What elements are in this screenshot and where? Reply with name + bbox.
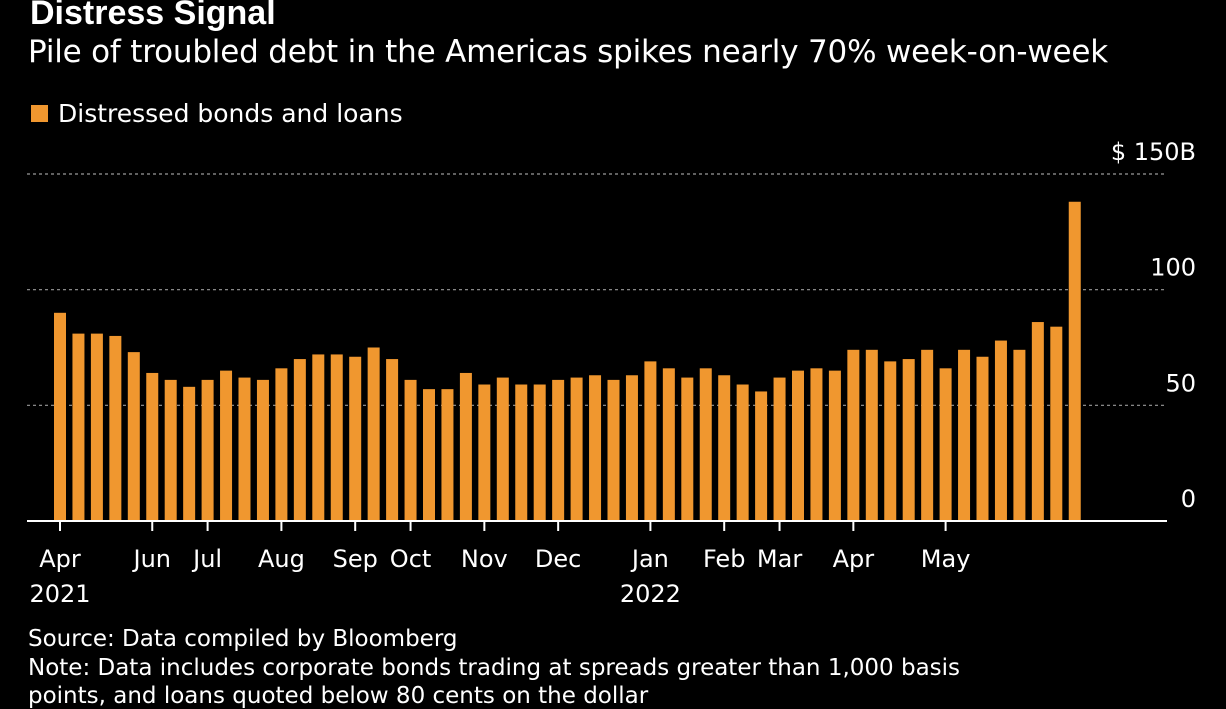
bar xyxy=(1050,326,1063,521)
bar xyxy=(828,370,841,521)
x-tick-label: Jun xyxy=(132,545,172,573)
data-note: Note: Data includes corporate bonds trad… xyxy=(28,655,961,681)
bar xyxy=(607,379,620,521)
bar xyxy=(367,347,380,521)
bar xyxy=(220,370,233,521)
bar xyxy=(884,361,897,521)
bar xyxy=(201,379,214,521)
bar xyxy=(699,368,712,521)
bar xyxy=(865,349,878,521)
bar xyxy=(256,379,269,521)
bar xyxy=(552,379,565,521)
bar xyxy=(736,384,749,521)
bar xyxy=(718,375,731,521)
legend-label: Distressed bonds and loans xyxy=(58,98,403,128)
bar xyxy=(533,384,546,521)
x-tick-label: Nov xyxy=(461,545,508,573)
x-tick-label: Feb xyxy=(703,545,746,573)
x-tick-label: Apr xyxy=(833,545,875,573)
bar xyxy=(459,372,472,521)
bar xyxy=(293,359,306,521)
bar xyxy=(847,349,860,521)
bar xyxy=(238,377,251,521)
bar xyxy=(625,375,638,521)
y-tick-label: 50 xyxy=(1165,369,1196,397)
bar xyxy=(127,352,140,521)
bar xyxy=(994,340,1007,521)
bar xyxy=(164,379,177,521)
x-tick-label: Oct xyxy=(390,545,432,573)
bar xyxy=(496,377,509,521)
bar xyxy=(902,359,915,521)
legend: Distressed bonds and loans xyxy=(31,97,403,129)
bar xyxy=(275,368,288,521)
bar xyxy=(792,370,804,521)
bar xyxy=(1068,201,1081,521)
bar xyxy=(921,349,934,521)
y-tick-label: $ 150B xyxy=(1111,138,1196,166)
x-tick-label: Apr xyxy=(39,545,81,573)
bar xyxy=(570,377,583,521)
bar xyxy=(330,354,343,521)
bar xyxy=(349,356,362,521)
x-tick-label: Dec xyxy=(535,545,581,573)
source-note: Source: Data compiled by Bloomberg xyxy=(28,626,458,652)
x-tick-label: Sep xyxy=(333,545,378,573)
bar xyxy=(146,372,159,521)
x-tick-year-label: 2022 xyxy=(620,580,681,608)
bar xyxy=(90,333,103,521)
x-tick-label: Aug xyxy=(258,545,305,573)
bar xyxy=(404,379,417,521)
y-tick-label: 100 xyxy=(1150,254,1196,282)
bar xyxy=(1013,349,1026,521)
x-tick-label: Mar xyxy=(757,545,802,573)
bar xyxy=(515,384,528,521)
bar xyxy=(939,368,952,521)
bar xyxy=(662,368,675,521)
bar xyxy=(423,389,435,521)
bar xyxy=(810,368,823,521)
bar xyxy=(1031,322,1044,521)
data-note-continued: points, and loans quoted below 80 cents … xyxy=(28,683,649,709)
bar xyxy=(312,354,325,521)
bar xyxy=(441,389,454,521)
bar xyxy=(644,361,657,521)
bar-chart: 0 50 100 $ 150B Apr 2021 Jun Jul Aug Sep Oct Nov Dec… xyxy=(27,138,1196,608)
bar xyxy=(958,349,971,521)
x-tick-label: May xyxy=(921,545,971,573)
chart-subtitle: Pile of troubled debt in the Americas sp… xyxy=(28,34,1109,70)
bar xyxy=(386,359,399,521)
x-tick-label: Jan xyxy=(630,545,669,573)
bar xyxy=(976,356,989,521)
bar xyxy=(755,391,768,521)
bar xyxy=(773,377,786,521)
bar xyxy=(681,377,694,521)
bar xyxy=(109,335,122,521)
bar xyxy=(54,312,66,521)
x-tick-label: Jul xyxy=(191,545,222,573)
bar xyxy=(72,333,85,521)
y-tick-label: 0 xyxy=(1181,485,1196,513)
chart-title: Distress Signal xyxy=(30,0,276,32)
bar xyxy=(589,375,602,521)
legend-swatch xyxy=(31,104,48,122)
bar xyxy=(478,384,491,521)
bar xyxy=(183,386,196,521)
x-tick-year-label: 2021 xyxy=(29,580,90,608)
